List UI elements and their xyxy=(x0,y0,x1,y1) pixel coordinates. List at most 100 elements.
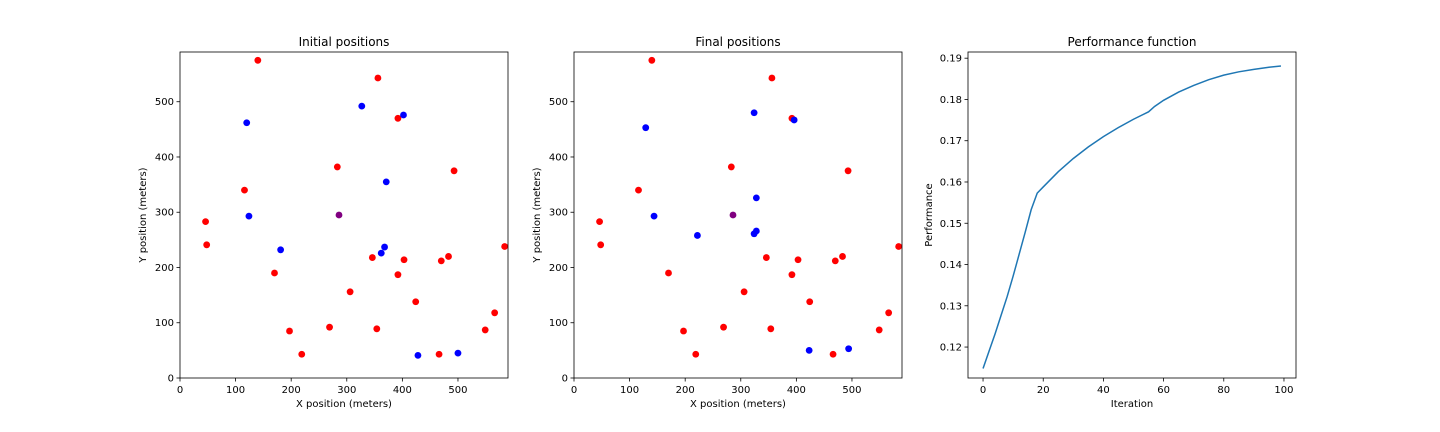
plot-area xyxy=(982,65,1282,369)
scatter-point xyxy=(845,345,853,353)
y-tick-label: 500 xyxy=(549,97,568,108)
chart-title: Performance function xyxy=(1068,35,1197,49)
axes-frame xyxy=(179,51,509,379)
scatter-point xyxy=(277,246,285,254)
scatter-point xyxy=(805,346,813,354)
x-tick-label: 0 xyxy=(571,385,577,396)
y-tick-label: 0.16 xyxy=(940,177,962,188)
scatter-point xyxy=(333,163,341,171)
axes-frame xyxy=(967,51,1297,379)
scatter-point xyxy=(481,326,489,334)
chart-panel-2: 0 100 200 300 400 500 0 100 200 300 400 500 Final po… xyxy=(532,35,903,410)
scatter-point xyxy=(450,167,458,175)
scatter-point xyxy=(381,243,388,251)
scatter-point xyxy=(374,74,382,82)
scatter-point xyxy=(790,116,798,124)
x-tick-label: 500 xyxy=(842,385,861,396)
y-tick-label: 0.13 xyxy=(940,301,962,312)
scatter-point xyxy=(692,350,700,358)
y-tick-label: 100 xyxy=(155,318,174,329)
scatter-point xyxy=(400,111,407,119)
scatter-point xyxy=(794,256,802,264)
scatter-point xyxy=(740,288,748,296)
scatter-point xyxy=(720,323,727,331)
scatter-point xyxy=(806,298,814,306)
x-tick-label: 200 xyxy=(282,385,301,396)
y-tick-label: 0.17 xyxy=(940,136,962,147)
y-tick-label: 400 xyxy=(155,152,174,163)
y-tick-label: 0.15 xyxy=(940,219,962,230)
scatter-point xyxy=(729,211,737,219)
x-axis-label: X position (meters) xyxy=(296,399,392,410)
y-tick-label: 300 xyxy=(549,208,568,219)
scatter-point xyxy=(694,232,701,239)
y-tick-label: 300 xyxy=(155,208,174,219)
scatter-point xyxy=(394,114,402,122)
x-tick-label: 400 xyxy=(393,385,412,396)
scatter-point xyxy=(368,254,376,261)
x-tick-label: 300 xyxy=(731,385,750,396)
scatter-point xyxy=(491,309,499,317)
scatter-point xyxy=(768,74,776,82)
scatter-point xyxy=(286,327,293,335)
x-tick-label: 60 xyxy=(1157,385,1170,396)
scatter-point xyxy=(400,256,408,264)
scatter-point xyxy=(750,230,758,238)
scatter-point xyxy=(445,253,452,260)
scatter-point xyxy=(414,351,422,359)
y-tick-label: 500 xyxy=(155,97,174,108)
scatter-point xyxy=(727,163,735,171)
scatter-point xyxy=(412,298,420,306)
x-axis-label: Iteration xyxy=(1111,399,1153,410)
x-tick-label: 100 xyxy=(1274,385,1293,396)
x-tick-label: 100 xyxy=(620,385,639,396)
chart-title: Initial positions xyxy=(299,35,390,49)
scatter-point xyxy=(501,243,508,250)
scatter-point xyxy=(750,109,758,117)
scatter-point xyxy=(435,350,443,358)
scatter-point xyxy=(241,186,248,194)
x-tick-label: 100 xyxy=(226,385,245,396)
x-axis-label: X position (meters) xyxy=(690,399,786,410)
scatter-point xyxy=(203,241,211,249)
scatter-point xyxy=(377,249,385,257)
y-axis-label: Performance xyxy=(924,183,935,246)
scatter-point xyxy=(271,269,278,277)
chart-title: Final positions xyxy=(695,35,780,49)
x-tick-label: 40 xyxy=(1097,385,1110,396)
scatter-point xyxy=(635,186,642,194)
scatter-point xyxy=(346,288,354,296)
plot-area xyxy=(596,56,902,358)
y-axis-label: Y position (meters) xyxy=(138,167,149,263)
x-tick-label: 400 xyxy=(787,385,806,396)
scatter-point xyxy=(680,327,687,335)
scatter-point xyxy=(596,218,603,226)
x-tick-label: 20 xyxy=(1037,385,1050,396)
scatter-point xyxy=(648,56,656,64)
y-tick-label: 0.14 xyxy=(940,260,962,271)
scatter-point xyxy=(762,254,770,261)
y-tick-label: 400 xyxy=(549,152,568,163)
scatter-point xyxy=(831,257,839,265)
scatter-point xyxy=(829,350,837,358)
y-tick-label: 100 xyxy=(549,318,568,329)
scatter-point xyxy=(202,218,209,226)
x-tick-label: 300 xyxy=(337,385,356,396)
scatter-point xyxy=(875,326,883,334)
scatter-point xyxy=(454,349,462,357)
scatter-point xyxy=(844,167,852,175)
scatter-point xyxy=(373,325,381,333)
performance-line xyxy=(982,65,1282,369)
scatter-point xyxy=(650,212,658,220)
chart-panel-3: 0 20 40 60 80 100 0.12 0.13 0.14 0.15 0.16 0.17 0.18… xyxy=(924,35,1297,410)
scatter-point xyxy=(382,178,390,186)
plot-area xyxy=(202,56,508,359)
scatter-point xyxy=(839,253,846,260)
scatter-point xyxy=(437,257,445,265)
scatter-point xyxy=(394,271,402,279)
chart-panel-1: 0 100 200 300 400 500 0 100 200 300 400 500 Initial … xyxy=(138,35,509,410)
scatter-point xyxy=(298,350,306,358)
axes-frame xyxy=(573,51,903,379)
scatter-point xyxy=(358,102,366,110)
